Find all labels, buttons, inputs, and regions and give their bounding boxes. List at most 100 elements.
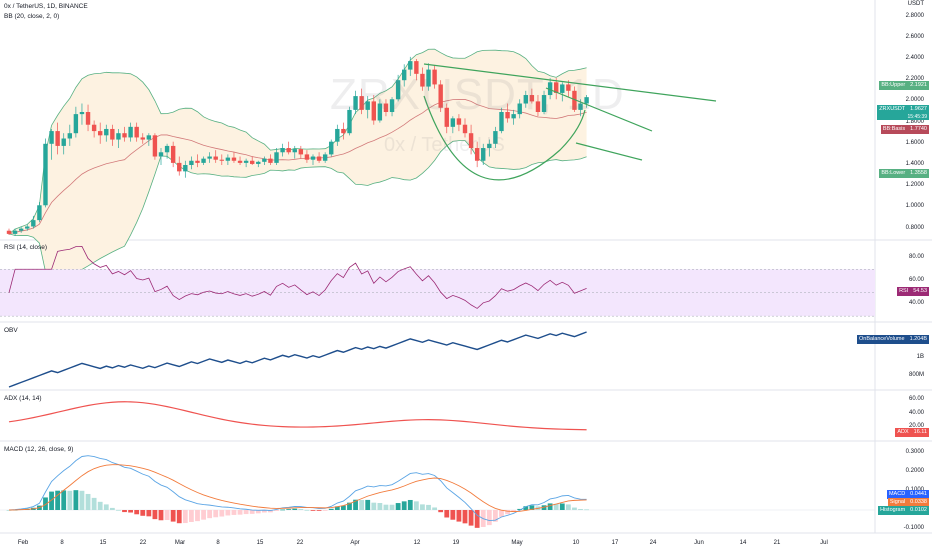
macd-histogram-bar [395,503,401,510]
macd-histogram-bar [565,504,571,510]
price-tick: 1.4000 [905,161,924,167]
adx-indicator-label[interactable]: ADX (14, 14) [4,395,42,402]
macd-histogram-bar [389,504,395,510]
candle-body [201,158,206,163]
macd-histogram-bar [341,505,346,510]
macd-histogram-bar [140,510,146,516]
candle-body [73,114,79,134]
obv-badge-label: OnBalanceVolume [859,336,905,342]
candle-body [462,124,468,134]
candle-body [584,97,589,104]
macd-histogram-bar [170,510,176,522]
candle-body [158,152,164,157]
macd-histogram-bar [365,499,371,510]
price-tick: 1.2000 [905,182,924,189]
price-badge-value: 1.9627 [910,106,927,112]
macd-histogram-bar [189,510,194,522]
candle-body [37,205,42,221]
candle-body [207,156,212,159]
candle-body [341,128,346,134]
chart-title[interactable]: 0x / TetherUS, 1D, BINANCE [4,3,88,10]
candle-body [280,148,285,153]
macd-histogram-bar [310,510,316,511]
candle-body [79,112,85,115]
candle-body [529,95,535,102]
macd-histogram-bar [243,510,249,515]
macd-histogram-bar [493,510,498,522]
macd-histogram-bar [55,490,61,510]
price-badge-label: ZRXUSDT [879,106,906,112]
candle-body [432,69,437,85]
bb-indicator-label[interactable]: BB (20, close, 2, 0) [4,13,60,20]
rsi-badge-label: RSI [899,288,909,294]
candle-body [468,133,474,149]
time-tick: Jun [694,540,704,546]
candle-body [566,84,571,91]
candle-body [408,61,413,70]
candle-body [547,82,553,96]
time-tick: 22 [139,540,147,546]
rsi-badge-value: 54.53 [913,288,927,294]
macd-histogram-bar [486,510,492,526]
candle-body [98,131,103,136]
obv-indicator-label[interactable]: OBV [4,327,18,334]
candle-body [55,131,60,146]
candle-body [67,133,72,139]
candle-body [517,103,522,115]
candle-body [122,133,127,138]
candle-body [554,82,559,93]
rsi-indicator-label[interactable]: RSI (14, close) [4,244,47,251]
watermark-symbol: ZRXUSDT, 1D [330,70,625,119]
histogram-badge: Histogram 0.0102 [878,506,929,515]
signal-badge: Signal 0.0338 [887,498,929,507]
time-tick: 15 [99,540,107,546]
macd-histogram-bar [413,501,419,510]
time-tick: Feb [17,540,29,546]
macd-histogram-bar [109,507,115,510]
candle-body [146,135,152,140]
time-tick: 10 [572,540,580,546]
candle-body [31,220,36,227]
macd-histogram-bar [164,510,170,521]
macd-histogram-bar [304,509,310,511]
macd-histogram-bar [43,497,48,510]
macd-histogram-bar [49,491,54,510]
countdown-label: 15:45:39 [907,114,927,120]
macd-histogram-bar [474,510,480,528]
signal-badge-value: 0.0338 [910,499,927,505]
candle-body [420,73,425,87]
price-tick: 2.2000 [905,76,924,83]
macd-histogram-bar [511,510,517,512]
macd-histogram-bar [207,510,213,519]
macd-indicator-label[interactable]: MACD (12, 26, close, 9) [4,446,74,453]
candle-body [213,156,218,160]
bb-lower-badge-value: 1.3558 [910,170,927,176]
macd-histogram-bar [116,509,121,511]
candle-body [18,228,24,231]
candle-body [499,112,504,132]
candle-body [316,156,322,161]
bb-lower-badge-label: BB:Lower [881,170,906,176]
macd-histogram-bar [523,506,529,510]
candle-body [43,143,48,206]
macd-histogram-bar [553,503,559,510]
macd-histogram-bar [572,507,577,510]
macd-histogram-bar [255,510,261,514]
macd-histogram-bar [152,510,158,520]
price-tick: 0.8000 [905,224,924,231]
macd-histogram-bar [182,510,188,524]
price-tick: 1.8000 [905,118,924,125]
time-tick: 21 [773,540,781,546]
candle-body [535,101,541,112]
candle-body [250,160,255,164]
macd-histogram-bar [103,504,109,510]
candle-body [231,157,237,161]
time-tick: 22 [296,540,304,546]
time-tick: Apr [350,540,360,546]
price-tick: 2.8000 [905,12,924,19]
candle-body [49,131,54,144]
cup-pattern-arc [423,95,586,181]
time-tick: Mar [174,540,186,546]
